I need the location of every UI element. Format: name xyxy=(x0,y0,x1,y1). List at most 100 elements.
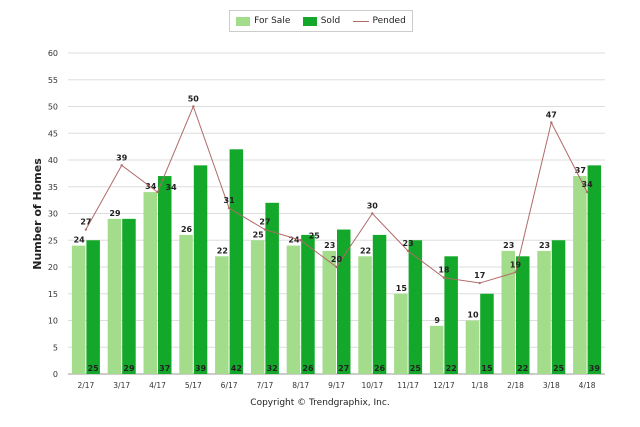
pended-point xyxy=(371,212,374,215)
y-tick-label: 0 xyxy=(53,370,58,379)
y-tick-label: 55 xyxy=(48,76,58,85)
y-tick-label: 5 xyxy=(53,343,58,352)
pended-point xyxy=(335,265,338,269)
sold-data-label: 27 xyxy=(338,364,349,373)
pended-point xyxy=(406,249,410,253)
bar-for-sale xyxy=(501,250,515,374)
x-tick-label: 9/17 xyxy=(328,381,345,390)
for-sale-data-label: 26 xyxy=(181,225,193,234)
y-axis-label: Number of Homes xyxy=(31,158,44,270)
legend-item-for-sale[interactable]: For Sale xyxy=(236,16,290,26)
legend-item-pended[interactable]: Pended xyxy=(352,16,406,26)
for-sale-data-label: 22 xyxy=(217,246,228,255)
pended-point xyxy=(514,271,517,274)
bar-for-sale xyxy=(429,325,444,374)
x-tick-label: 4/18 xyxy=(579,381,596,390)
x-tick-label: 2/17 xyxy=(77,381,94,390)
copyright: Copyright © Trendgraphix, Inc. xyxy=(250,398,390,408)
pended-data-label: 18 xyxy=(438,266,450,275)
bar-sold xyxy=(444,256,458,374)
pended-data-label: 23 xyxy=(403,239,414,248)
y-tick-label: 10 xyxy=(48,317,58,326)
sold-swatch xyxy=(302,16,317,26)
pended-point xyxy=(120,164,123,167)
for-sale-data-label: 24 xyxy=(74,236,86,245)
y-tick-label: 35 xyxy=(48,183,58,192)
sold-data-label: 25 xyxy=(553,364,565,373)
bar-sold xyxy=(86,240,100,374)
sold-data-label: 25 xyxy=(410,364,422,373)
x-tick-label: 2/18 xyxy=(507,381,524,390)
y-tick-label: 60 xyxy=(48,49,58,58)
bar-for-sale xyxy=(107,218,122,374)
sold-data-label: 15 xyxy=(481,364,493,373)
bar-sold xyxy=(587,165,602,374)
sold-data-label: 22 xyxy=(446,364,457,373)
bar-for-sale xyxy=(179,234,193,374)
x-tick-label: 1/18 xyxy=(471,381,488,390)
for-sale-swatch xyxy=(236,16,251,26)
sold-data-label: 26 xyxy=(374,364,386,373)
bar-for-sale xyxy=(573,176,587,374)
pended-point xyxy=(585,190,589,194)
pended-data-label: 25 xyxy=(309,231,321,240)
pended-data-label: 30 xyxy=(367,202,379,211)
sold-data-label: 39 xyxy=(195,364,207,373)
x-tick-label: 5/17 xyxy=(185,381,202,390)
sold-data-label: 37 xyxy=(159,364,170,373)
for-sale-data-label: 10 xyxy=(467,311,479,320)
for-sale-data-label: 15 xyxy=(396,284,408,293)
bar-for-sale xyxy=(465,320,480,374)
y-tick-label: 40 xyxy=(48,156,58,165)
for-sale-data-label: 24 xyxy=(288,236,300,245)
bar-sold xyxy=(480,293,494,374)
y-tick-label: 45 xyxy=(48,129,58,138)
bar-sold xyxy=(158,176,172,374)
pended-point xyxy=(84,228,88,231)
bar-for-sale xyxy=(537,250,551,374)
pended-data-label: 17 xyxy=(474,271,485,280)
bar-for-sale xyxy=(286,245,301,374)
pended-point xyxy=(478,281,481,285)
pended-data-label: 19 xyxy=(510,260,522,269)
bar-sold xyxy=(372,234,387,374)
sold-data-label: 32 xyxy=(267,364,278,373)
x-tick-label: 4/17 xyxy=(149,381,166,390)
bar-for-sale xyxy=(143,192,157,374)
y-tick-label: 20 xyxy=(48,263,58,272)
sold-data-label: 22 xyxy=(517,364,528,373)
legend-item-sold[interactable]: Sold xyxy=(302,16,340,26)
for-sale-data-label: 25 xyxy=(253,230,265,239)
pended-point xyxy=(192,105,195,108)
for-sale-data-label: 29 xyxy=(109,209,121,218)
pended-point xyxy=(299,239,302,242)
bar-sold xyxy=(408,240,423,374)
pended-data-label: 27 xyxy=(80,218,91,227)
bar-for-sale xyxy=(394,293,408,374)
for-sale-data-label: 22 xyxy=(360,246,371,255)
sold-data-label: 39 xyxy=(589,364,601,373)
bar-sold xyxy=(193,165,208,374)
y-tick-label: 30 xyxy=(48,210,58,219)
x-tick-label: 6/17 xyxy=(221,381,238,390)
pended-data-label: 31 xyxy=(224,196,236,205)
sold-data-label: 26 xyxy=(302,364,314,373)
for-sale-data-label: 37 xyxy=(575,166,586,175)
bar-sold xyxy=(301,234,315,374)
bar-sold xyxy=(337,229,351,374)
bar-sold xyxy=(516,256,530,374)
bar-for-sale xyxy=(250,240,265,374)
sold-data-label: 25 xyxy=(88,364,100,373)
y-tick-label: 50 xyxy=(48,103,58,112)
bar-for-sale xyxy=(358,256,372,374)
bar-for-sale xyxy=(71,245,86,374)
y-tick-label: 25 xyxy=(48,236,58,245)
pended-data-label: 27 xyxy=(259,218,270,227)
bar-sold xyxy=(122,218,136,374)
bar-sold xyxy=(265,202,279,374)
legend-label: Pended xyxy=(372,16,406,26)
y-tick-label: 15 xyxy=(48,290,58,299)
pended-point xyxy=(550,121,553,124)
x-tick-label: 12/17 xyxy=(433,381,455,390)
